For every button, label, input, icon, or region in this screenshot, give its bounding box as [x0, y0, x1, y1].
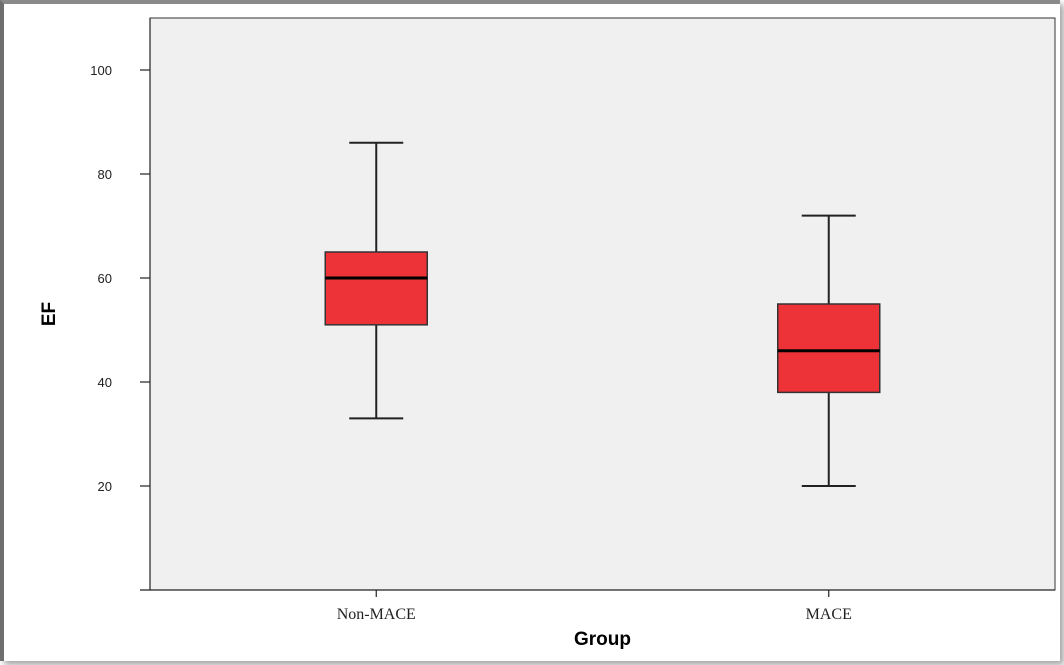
iqr-box [777, 303, 881, 394]
box-mace [777, 214, 881, 487]
x-axis-title: Group [574, 629, 631, 650]
box-non-mace [324, 141, 428, 420]
y-tick-label: 60 [98, 271, 112, 286]
y-tick-label: 40 [98, 375, 112, 390]
x-tick-label: Non-MACE [337, 606, 416, 623]
x-axis-ticks: Non-MACE MACE [337, 590, 852, 623]
y-tick-label: 20 [98, 479, 112, 494]
box-series [324, 141, 881, 487]
iqr-box [324, 251, 428, 326]
y-axis-ticks: 20 40 60 80 100 [90, 63, 150, 494]
y-axis-title: EF [39, 302, 60, 326]
x-tick-label: MACE [806, 606, 852, 623]
y-tick-label: 100 [90, 63, 112, 78]
y-tick-label: 80 [98, 167, 112, 182]
plot-area [149, 17, 1056, 591]
